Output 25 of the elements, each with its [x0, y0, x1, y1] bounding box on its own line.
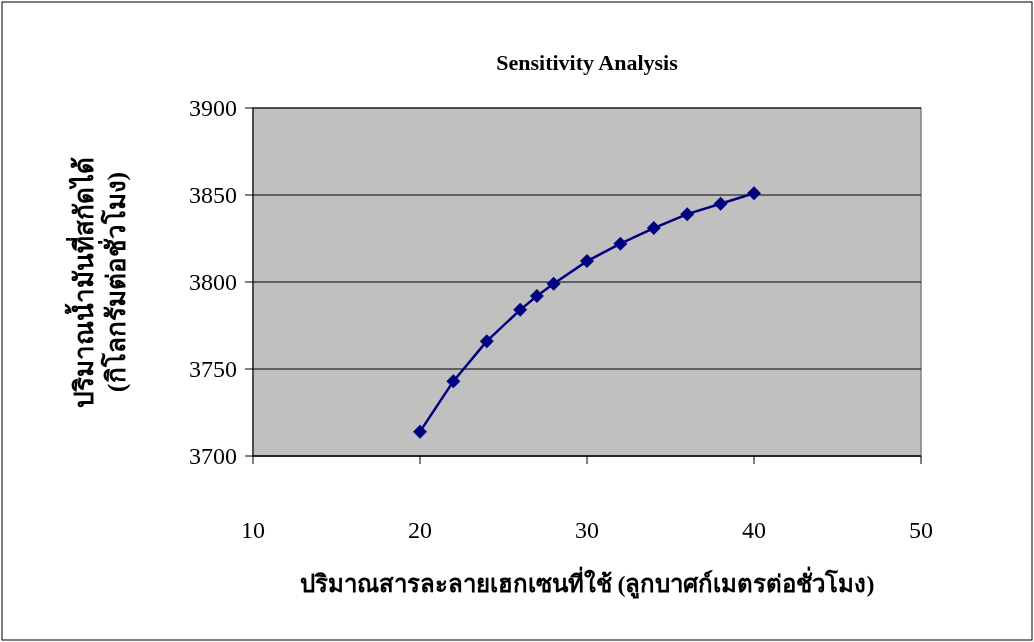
- point: [646, 221, 661, 236]
- point: [446, 374, 461, 389]
- point: [613, 236, 628, 251]
- point: [413, 424, 427, 439]
- x-tick-label: 30: [575, 517, 599, 543]
- point: [580, 254, 594, 269]
- y-tick-label: 3750: [189, 356, 237, 382]
- x-tick-label: 20: [408, 517, 432, 543]
- y-axis-title: ปริมาณน้ำมันที่สกัดได้ (กิโลกรัมต่อชั่วโมง): [64, 156, 131, 408]
- x-tick-label: 40: [742, 517, 766, 543]
- point: [529, 288, 544, 303]
- y-tick-label: 3800: [189, 269, 237, 295]
- x-tick-label: 10: [241, 517, 265, 543]
- chart-title: Sensitivity Analysis: [496, 50, 679, 75]
- y-tick-label: 3700: [189, 443, 237, 469]
- x-axis-title: ปริมาณสารละลายเฮกเซนที่ใช้ (ลูกบาศก์เมตรต่อชั่วโมง): [299, 566, 875, 599]
- point: [546, 276, 561, 291]
- point: [680, 207, 695, 222]
- y-tick-label: 3850: [189, 182, 237, 208]
- point: [747, 186, 761, 201]
- point: [513, 302, 528, 317]
- y-tick-label: 3900: [189, 95, 237, 121]
- x-tick-label: 50: [909, 517, 933, 543]
- point: [479, 334, 494, 349]
- point: [713, 196, 728, 211]
